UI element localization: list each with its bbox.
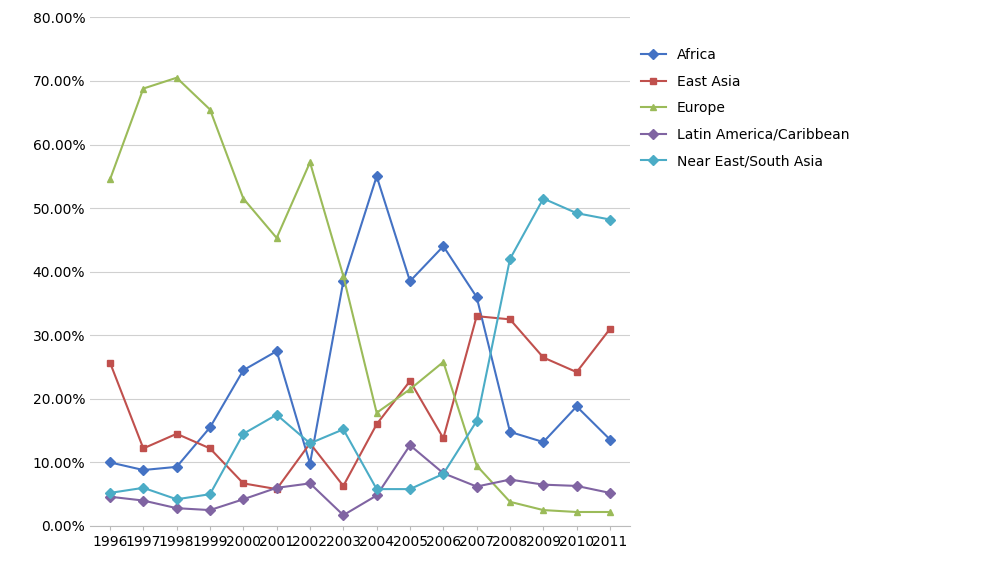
Africa [571,403,583,410]
Latin America/Caribbean [504,476,516,483]
East Asia [604,325,616,332]
Europe [104,176,116,183]
Latin America/Caribbean [171,505,183,512]
East Asia [237,480,249,487]
Near East/South Asia [137,484,149,491]
Africa [404,278,416,285]
Europe [271,235,283,242]
East Asia [571,369,583,376]
Line: Near East/South Asia: Near East/South Asia [107,195,613,503]
East Asia [171,430,183,438]
Africa [104,459,116,466]
Line: East Asia: East Asia [107,313,613,492]
Legend: Africa, East Asia, Europe, Latin America/Caribbean, Near East/South Asia: Africa, East Asia, Europe, Latin America… [635,43,855,174]
Africa [137,466,149,473]
Africa [537,439,549,446]
Near East/South Asia [237,430,249,438]
Near East/South Asia [104,490,116,497]
Latin America/Caribbean [237,496,249,503]
Line: Latin America/Caribbean: Latin America/Caribbean [107,442,613,518]
Line: Africa: Africa [107,173,613,473]
Europe [204,106,216,113]
Latin America/Caribbean [271,484,283,491]
Europe [604,509,616,516]
Africa [371,173,383,180]
Europe [137,85,149,92]
Europe [237,195,249,202]
Africa [504,428,516,435]
Europe [304,159,316,166]
East Asia [404,377,416,384]
East Asia [204,445,216,452]
Near East/South Asia [371,486,383,492]
Africa [204,424,216,431]
East Asia [471,313,483,320]
Latin America/Caribbean [137,497,149,504]
East Asia [371,421,383,428]
Latin America/Caribbean [471,483,483,490]
Latin America/Caribbean [104,493,116,500]
Near East/South Asia [404,486,416,492]
Near East/South Asia [271,412,283,418]
Latin America/Caribbean [537,481,549,488]
Africa [237,367,249,374]
Near East/South Asia [604,216,616,223]
Africa [437,243,449,250]
Latin America/Caribbean [304,480,316,487]
Europe [337,273,349,280]
Latin America/Caribbean [204,506,216,514]
Near East/South Asia [437,470,449,477]
Near East/South Asia [304,440,316,447]
Europe [171,75,183,81]
Near East/South Asia [171,496,183,503]
Europe [437,358,449,365]
East Asia [104,359,116,366]
East Asia [337,483,349,490]
Latin America/Caribbean [404,442,416,449]
Europe [504,498,516,505]
Near East/South Asia [537,195,549,202]
Latin America/Caribbean [604,490,616,497]
Europe [537,506,549,514]
Latin America/Caribbean [337,512,349,518]
Africa [337,278,349,285]
Near East/South Asia [504,255,516,262]
East Asia [137,445,149,452]
Africa [304,460,316,467]
East Asia [271,486,283,492]
Latin America/Caribbean [571,483,583,490]
Near East/South Asia [204,491,216,498]
East Asia [537,354,549,361]
East Asia [437,435,449,442]
Line: Europe: Europe [107,74,613,516]
East Asia [304,440,316,447]
Latin America/Caribbean [371,492,383,499]
Europe [371,409,383,416]
East Asia [504,316,516,323]
Europe [404,386,416,393]
Africa [171,464,183,470]
Africa [604,436,616,443]
Africa [271,348,283,355]
Europe [471,462,483,469]
Latin America/Caribbean [437,470,449,477]
Africa [471,294,483,301]
Europe [571,509,583,516]
Near East/South Asia [471,417,483,424]
Near East/South Asia [571,210,583,217]
Near East/South Asia [337,426,349,433]
